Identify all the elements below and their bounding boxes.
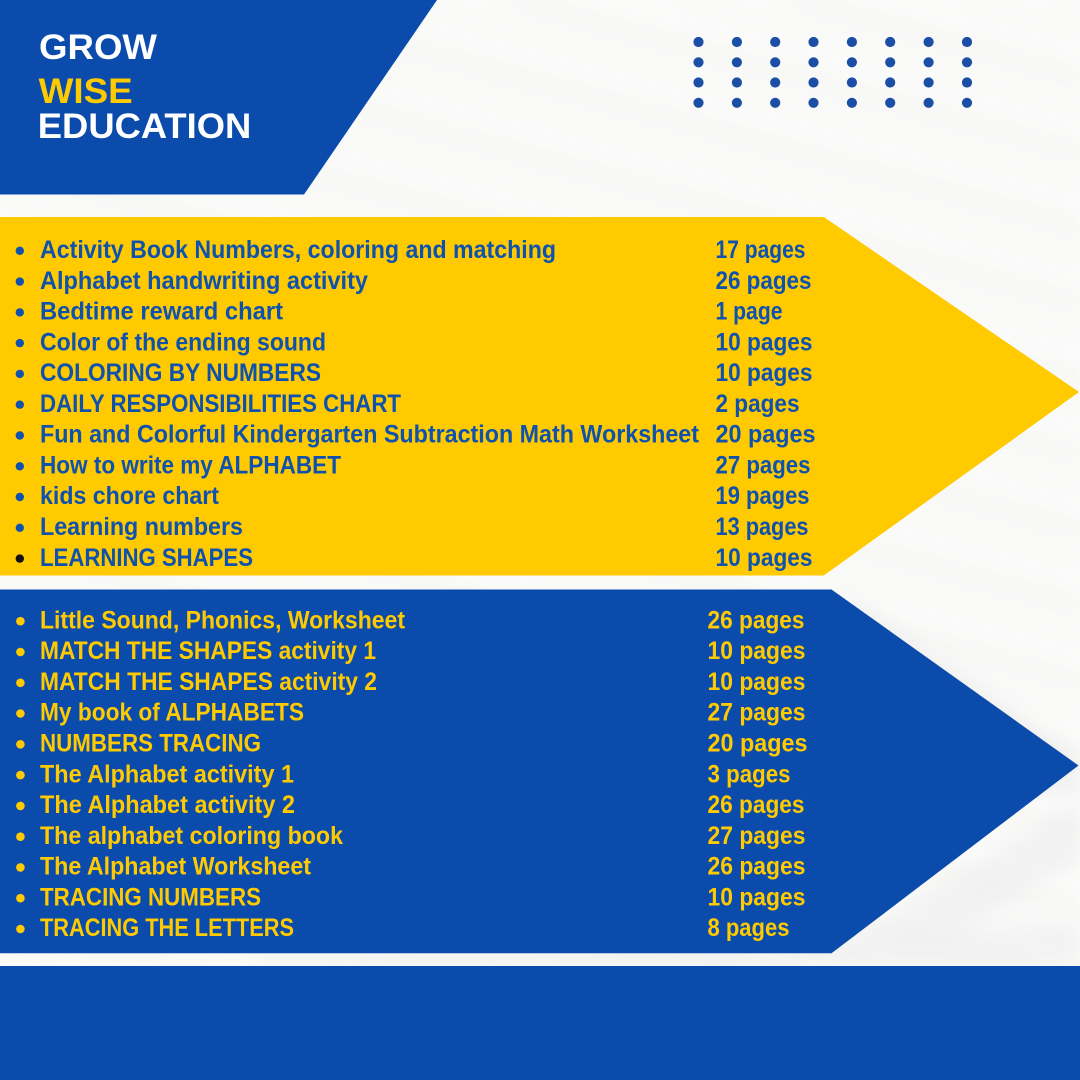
svg-text:27 pages: 27 pages (708, 699, 806, 727)
svg-text:1 page: 1 page (716, 298, 783, 326)
svg-text:26 pages: 26 pages (708, 853, 806, 881)
svg-text:Learning numbers: Learning numbers (40, 513, 243, 541)
svg-text:26 pages: 26 pages (708, 791, 805, 819)
svg-text:10 pages: 10 pages (708, 637, 806, 665)
svg-text:27 pages: 27 pages (716, 452, 811, 480)
svg-text:COLORING BY NUMBERS: COLORING BY NUMBERS (40, 359, 321, 387)
svg-text:10 pages: 10 pages (716, 328, 813, 356)
svg-text:17 pages: 17 pages (716, 236, 806, 264)
svg-text:2 pages: 2 pages (716, 390, 800, 418)
svg-text:Little Sound, Phonics, Workshe: Little Sound, Phonics, Worksheet (40, 606, 406, 634)
svg-text:20 pages: 20 pages (708, 730, 808, 758)
svg-text:The Alphabet activity 2: The Alphabet activity 2 (40, 791, 295, 819)
svg-text:Fun and Colorful Kindergarten: Fun and Colorful Kindergarten Subtractio… (40, 421, 700, 449)
svg-text:10 pages: 10 pages (716, 359, 813, 387)
svg-text:Bedtime reward chart: Bedtime reward chart (40, 298, 284, 326)
svg-text:10 pages: 10 pages (716, 544, 813, 572)
svg-text:NUMBERS TRACING: NUMBERS TRACING (40, 730, 261, 758)
svg-text:20 pages: 20 pages (716, 421, 816, 449)
svg-text:WISE: WISE (39, 71, 133, 111)
svg-text:MATCH THE SHAPES activity 1: MATCH THE SHAPES activity 1 (40, 637, 376, 665)
svg-text:How to write my ALPHABET: How to write my ALPHABET (40, 452, 341, 480)
svg-text:My book of ALPHABETS: My book of ALPHABETS (40, 699, 304, 727)
svg-text:10 pages: 10 pages (708, 668, 806, 696)
svg-text:26 pages: 26 pages (716, 267, 812, 295)
svg-text:Color of the ending sound: Color of the ending sound (40, 328, 326, 356)
svg-text:Alphabet handwriting activity: Alphabet handwriting activity (40, 267, 368, 295)
svg-text:Activity Book Numbers, colorin: Activity Book Numbers, coloring and matc… (40, 236, 556, 264)
svg-text:The alphabet coloring book: The alphabet coloring book (40, 822, 343, 850)
svg-text:DAILY RESPONSIBILITIES CHART: DAILY RESPONSIBILITIES CHART (40, 390, 401, 418)
svg-text:8 pages: 8 pages (708, 914, 790, 942)
svg-text:TRACING NUMBERS: TRACING NUMBERS (40, 883, 261, 911)
svg-text:kids chore chart: kids chore chart (40, 482, 220, 510)
svg-text:13 pages: 13 pages (716, 513, 809, 541)
svg-text:The Alphabet activity 1: The Alphabet activity 1 (40, 760, 294, 788)
svg-text:GROW: GROW (39, 27, 158, 67)
svg-text:The Alphabet Worksheet: The Alphabet Worksheet (40, 853, 312, 881)
svg-text:LEARNING SHAPES: LEARNING SHAPES (40, 544, 253, 572)
svg-text:26 pages: 26 pages (708, 606, 805, 634)
svg-text:EDUCATION: EDUCATION (38, 106, 252, 146)
svg-text:19 pages: 19 pages (716, 482, 810, 510)
svg-text:10 pages: 10 pages (708, 883, 806, 911)
svg-text:MATCH THE SHAPES activity 2: MATCH THE SHAPES activity 2 (40, 668, 377, 696)
svg-text:27 pages: 27 pages (708, 822, 806, 850)
svg-text:3 pages: 3 pages (708, 760, 791, 788)
svg-text:TRACING THE LETTERS: TRACING THE LETTERS (40, 914, 294, 942)
